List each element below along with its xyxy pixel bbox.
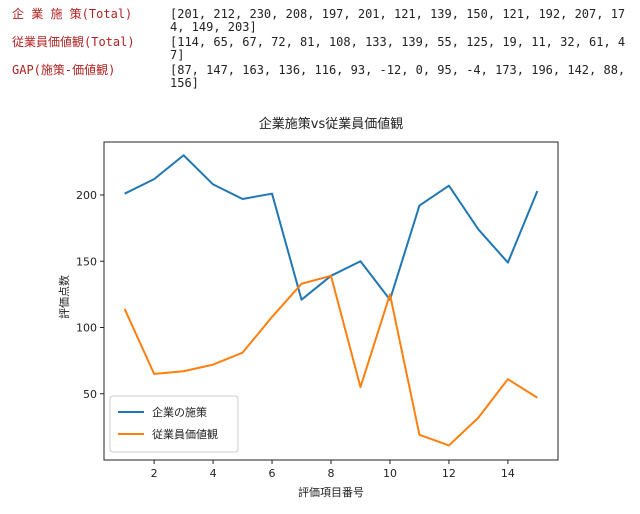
x-tick-label: 4 <box>210 467 217 480</box>
legend-label: 企業の施策 <box>152 405 207 419</box>
y-tick-label: 50 <box>83 388 97 401</box>
x-tick-label: 10 <box>383 467 397 480</box>
x-tick-label: 14 <box>501 467 515 480</box>
x-tick-label: 12 <box>442 467 456 480</box>
chart-title: 企業施策vs従業員価値観 <box>259 116 403 132</box>
y-tick-label: 100 <box>76 322 97 335</box>
y-tick-label: 150 <box>76 255 97 268</box>
x-axis-label: 評価項目番号 <box>298 485 364 499</box>
series-line-2 <box>123 274 538 447</box>
plot-frame <box>103 141 559 461</box>
x-tick-label: 6 <box>269 467 276 480</box>
output-value: [114, 65, 67, 72, 81, 108, 133, 139, 55,… <box>170 35 626 62</box>
y-axis-label: 評価点数 <box>57 275 71 319</box>
legend-box <box>109 395 239 453</box>
output-value: [201, 212, 230, 208, 197, 201, 121, 139,… <box>170 7 626 34</box>
output-label: 企 業 施 策(Total) <box>12 7 133 21</box>
output-line-gap: GAP(施策-価値観) [87, 147, 163, 136, 116, 93,… <box>12 64 628 90</box>
output-label: GAP(施策-価値観) <box>12 63 116 77</box>
output-label: 従業員価値観(Total) <box>12 35 135 49</box>
x-tick-label: 8 <box>328 467 335 480</box>
legend-label: 従業員価値観 <box>152 427 218 441</box>
output-value: [87, 147, 163, 136, 116, 93, -12, 0, 95,… <box>170 63 626 90</box>
output-line-employee: 従業員価値観(Total) [114, 65, 67, 72, 81, 108,… <box>12 36 628 62</box>
y-tick-label: 200 <box>76 189 97 202</box>
x-tick-label: 2 <box>151 467 158 480</box>
console-output: 企 業 施 策(Total) [201, 212, 230, 208, 197,… <box>12 8 628 92</box>
output-line-corporate: 企 業 施 策(Total) [201, 212, 230, 208, 197,… <box>12 8 628 34</box>
